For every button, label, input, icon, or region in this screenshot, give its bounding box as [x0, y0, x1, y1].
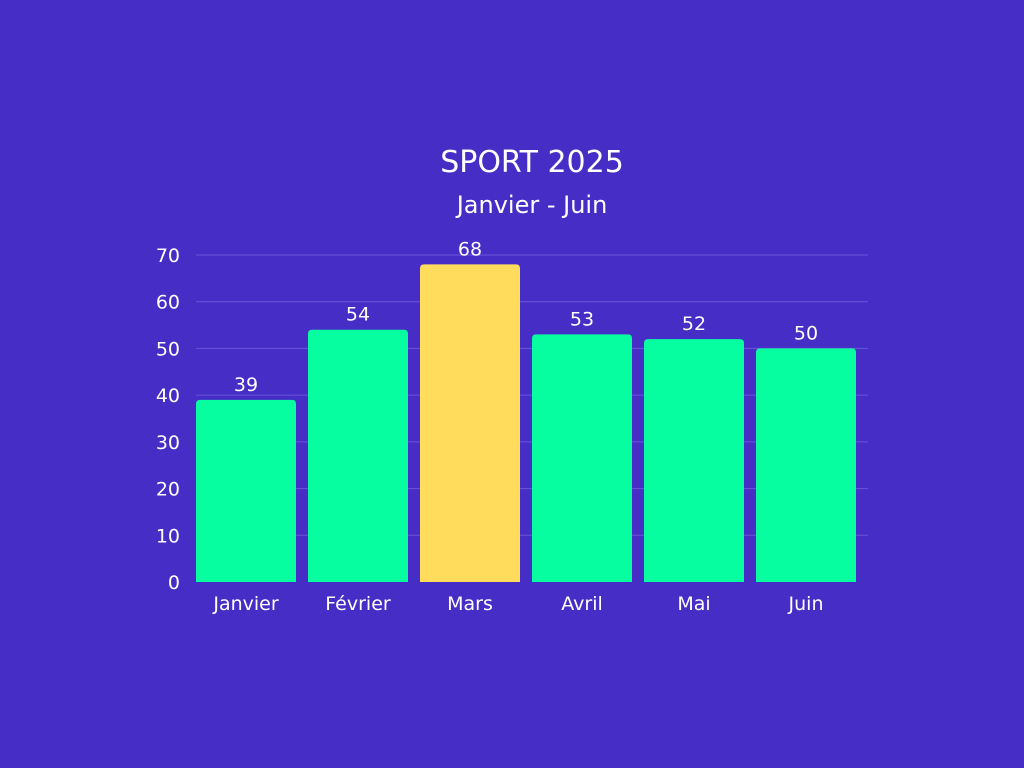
y-tick-label: 60 — [156, 292, 180, 314]
bar-février — [308, 329, 408, 582]
x-tick-label: Juin — [788, 593, 824, 615]
x-tick-label: Février — [325, 593, 391, 615]
x-tick-label: Avril — [561, 593, 603, 615]
y-tick-label: 50 — [156, 338, 180, 360]
value-label: 54 — [346, 304, 370, 326]
y-tick-label: 40 — [156, 385, 180, 407]
bar-mai — [644, 339, 744, 582]
bar-juin — [756, 348, 856, 582]
bar-janvier — [196, 399, 296, 582]
bar-mars — [420, 264, 520, 582]
value-label: 53 — [570, 308, 594, 330]
y-tick-label: 30 — [156, 432, 180, 454]
value-label: 50 — [794, 322, 818, 344]
bar-avril — [532, 334, 632, 582]
x-axis-ticks: Janvier Février Mars Avril Mai Juin — [212, 593, 823, 615]
x-tick-label: Janvier — [212, 593, 279, 615]
y-tick-label: 0 — [168, 572, 180, 594]
y-tick-label: 70 — [156, 245, 180, 267]
value-label: 52 — [682, 313, 706, 335]
y-tick-label: 20 — [156, 479, 180, 501]
x-tick-label: Mai — [677, 593, 710, 615]
y-tick-label: 10 — [156, 525, 180, 547]
chart-title: SPORT 2025 — [440, 145, 624, 180]
y-axis-ticks: 0 10 20 30 40 50 60 70 — [156, 245, 180, 594]
value-label: 39 — [234, 374, 258, 396]
value-label: 68 — [458, 238, 482, 260]
x-tick-label: Mars — [447, 593, 493, 615]
chart-subtitle: Janvier - Juin — [455, 191, 608, 219]
bars: 39 54 68 53 52 50 — [196, 238, 856, 582]
